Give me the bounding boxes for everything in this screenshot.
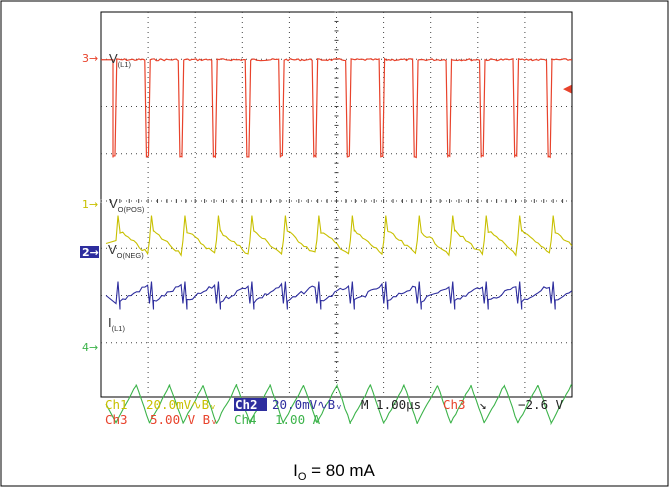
readout-ch1-setting: 20.0mV∿Bᵥ: [146, 397, 217, 412]
channel-marker-3: 3→: [82, 52, 98, 65]
readout-timebase: M 1.00µs: [361, 397, 421, 412]
channel-marker-1: 1→: [82, 198, 98, 211]
readout-ch1-name: Ch1: [105, 397, 128, 412]
trace-ch1: [105, 215, 573, 257]
readout-trigger-slope: ↘: [479, 397, 487, 412]
readout-ch4-name: Ch4: [234, 412, 257, 427]
trace-ch4: [105, 383, 572, 426]
trace-label-vopos: VO(POS): [109, 196, 145, 214]
caption: IO = 80 mA: [293, 461, 375, 483]
channel-markers: 1→ 2→ 3→ 4→ ◀: [80, 52, 572, 354]
waveform-traces: [101, 57, 573, 426]
graticule-border: [100, 11, 573, 398]
trace-label-vl1: V(L1): [109, 51, 132, 69]
readout-ch3-setting: 5.00 V Bᵥ: [150, 412, 218, 427]
readout-ch2-name: Ch2: [235, 397, 258, 412]
readout-trigger-level: −2.6 V: [518, 397, 564, 412]
trace-ch3: [101, 57, 573, 159]
scope-screen: [100, 11, 573, 398]
readout-trigger-source: Ch3: [443, 397, 466, 412]
trace-ch2: [105, 281, 573, 310]
trace-label-il1: I(L1): [108, 315, 125, 333]
readout-ch3-name: Ch3: [105, 412, 128, 427]
channel-readout: Ch1 20.0mV∿Bᵥ Ch2 20.0mV∿Bᵥ M 1.00µs Ch3 ↘ −2.6…: [105, 397, 564, 427]
trace-label-voneg: VO(NEG): [108, 242, 144, 260]
channel-marker-2: 2→: [82, 246, 99, 259]
channel-marker-bg: [80, 246, 99, 258]
trigger-level-marker: ◀: [563, 82, 572, 95]
channel-marker-4: 4→: [82, 341, 98, 354]
readout-ch2-bg: [234, 398, 267, 411]
trace-labels: V(L1) VO(POS) VO(NEG) I(L1): [108, 51, 145, 333]
readout-ch2-setting: 20.0mV∿Bᵥ: [272, 397, 343, 412]
readout-ch4-setting: 1.00 A: [275, 412, 321, 427]
